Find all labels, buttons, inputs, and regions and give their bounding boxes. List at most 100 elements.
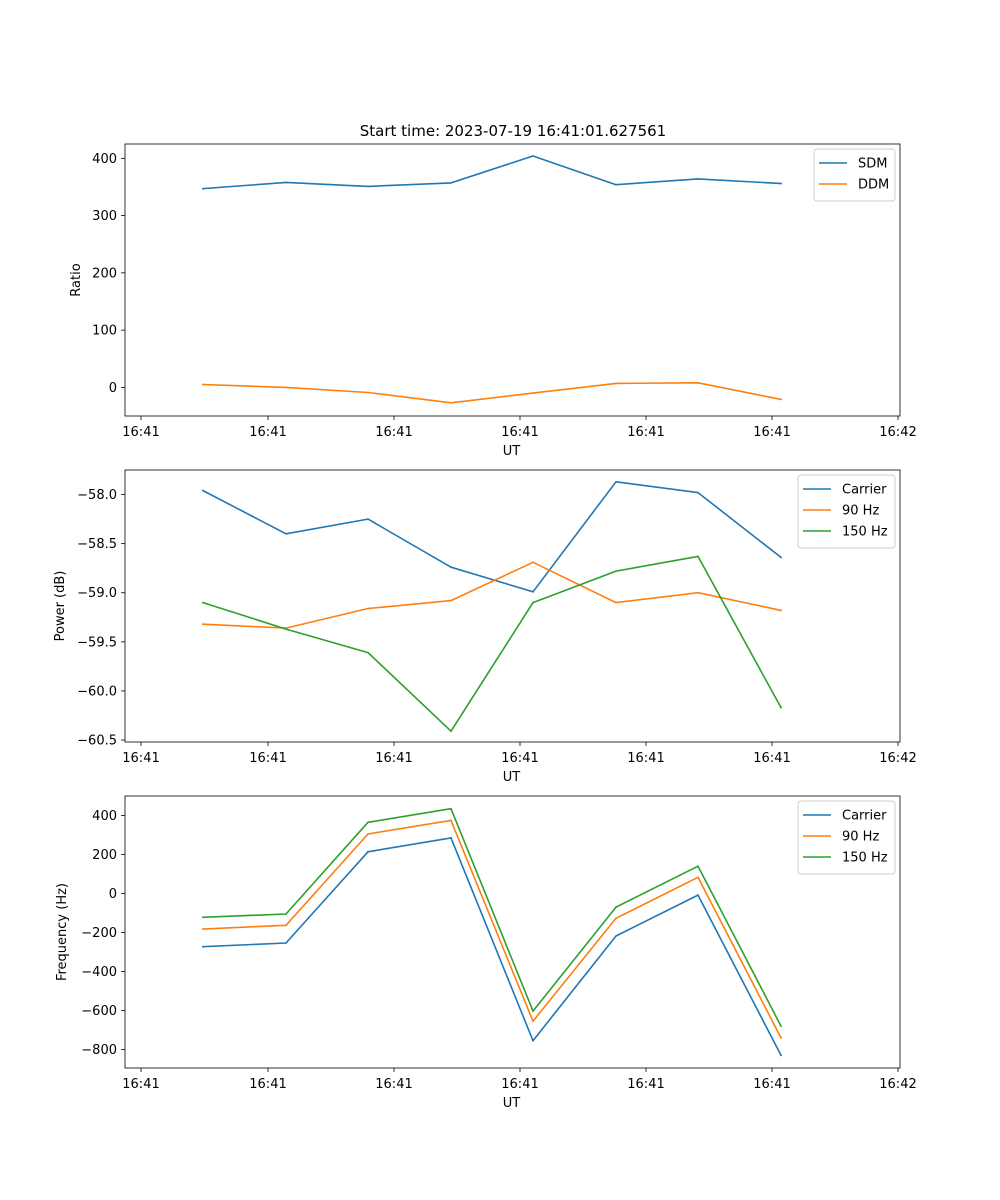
- legend-label: Carrier: [842, 809, 887, 824]
- y-tick-label: 200: [92, 266, 117, 281]
- data-point: [780, 182, 782, 185]
- data-point: [367, 518, 369, 520]
- data-point: [367, 185, 369, 188]
- data-point: [202, 383, 204, 386]
- data-point: [202, 623, 204, 626]
- data-point: [697, 865, 699, 868]
- y-tick-label: −58.5: [77, 537, 117, 552]
- data-point: [780, 609, 782, 612]
- x-tick-label: 16:41: [753, 1077, 790, 1092]
- data-point: [450, 401, 452, 404]
- data-point: [202, 916, 204, 919]
- data-point: [532, 1039, 534, 1042]
- chart-title: Start time: 2023-07-19 16:41:01.627561: [360, 122, 666, 140]
- data-point: [697, 491, 699, 494]
- y-tick-label: 100: [92, 324, 117, 339]
- y-axis-label: Ratio: [69, 263, 84, 296]
- y-axis-label: Frequency (Hz): [55, 883, 70, 981]
- axes-frame: [124, 795, 901, 1069]
- data-point: [615, 382, 617, 385]
- data-point: [615, 917, 617, 920]
- data-point: [285, 181, 287, 184]
- y-tick-label: −200: [81, 926, 117, 941]
- legend-label: DDM: [858, 178, 889, 193]
- y-tick-label: 400: [92, 809, 117, 824]
- y-tick-label: −400: [81, 965, 117, 980]
- legend: Carrier 90 Hz 150 Hz: [797, 800, 896, 875]
- x-tick-label: 16:41: [753, 751, 790, 766]
- data-point: [285, 924, 287, 927]
- data-point: [450, 807, 452, 810]
- legend-label: 150 Hz: [842, 851, 888, 866]
- y-tick-label: −600: [81, 1004, 117, 1019]
- data-point: [532, 155, 534, 157]
- x-axis-label: UT: [503, 1096, 521, 1111]
- y-tick-label: −58.0: [77, 488, 117, 503]
- legend: SDM DDM: [813, 148, 896, 202]
- y-tick-label: 200: [92, 848, 117, 863]
- y-tick-label: −60.0: [77, 684, 117, 699]
- legend-label: Carrier: [842, 483, 887, 498]
- data-point: [780, 398, 782, 401]
- data-point: [367, 833, 369, 835]
- y-axis-label: Power (dB): [53, 571, 68, 642]
- data-point: [285, 913, 287, 915]
- data-point: [285, 386, 287, 389]
- data-point: [367, 391, 369, 394]
- x-tick-label: 16:41: [501, 1077, 538, 1092]
- x-tick-label: 16:41: [249, 751, 286, 766]
- legend-label: 150 Hz: [842, 525, 888, 540]
- legend-box: [813, 148, 896, 202]
- data-point: [780, 1054, 782, 1057]
- x-tick-label: 16:41: [501, 425, 538, 440]
- x-tick-label: 16:41: [627, 425, 664, 440]
- data-point: [532, 561, 534, 564]
- data-point: [450, 182, 452, 184]
- data-point: [367, 651, 369, 654]
- x-tick-label: 16:42: [879, 1077, 916, 1092]
- data-point: [532, 590, 534, 593]
- y-tick-label: −60.5: [77, 734, 117, 749]
- data-point: [202, 945, 204, 948]
- legend-label: SDM: [858, 157, 887, 172]
- chart-panel-2: 16:41 16:41 16:41 16:41 16:41 16:41 16:42 −60.5…: [53, 469, 917, 785]
- data-point: [202, 601, 204, 604]
- legend: Carrier 90 Hz 150 Hz: [797, 474, 896, 549]
- legend-box: [797, 474, 896, 549]
- x-tick-label: 16:41: [249, 425, 286, 440]
- data-point: [532, 392, 534, 394]
- data-point: [367, 850, 369, 853]
- series-line-90-hz: [202, 819, 783, 1039]
- x-tick-label: 16:41: [375, 751, 412, 766]
- data-point: [697, 591, 699, 594]
- x-tick-label: 16:41: [375, 1077, 412, 1092]
- data-point: [202, 928, 204, 930]
- legend-box: [797, 800, 896, 875]
- data-point: [450, 819, 452, 822]
- data-point: [697, 178, 699, 180]
- y-tick-label: 0: [109, 887, 117, 902]
- data-point: [615, 570, 617, 572]
- x-tick-label: 16:41: [122, 1077, 159, 1092]
- x-axis-label: UT: [503, 444, 521, 459]
- x-tick-label: 16:41: [627, 751, 664, 766]
- data-point: [285, 628, 287, 630]
- x-tick-label: 16:41: [753, 425, 790, 440]
- legend-label: 90 Hz: [842, 830, 879, 845]
- x-tick-label: 16:41: [627, 1077, 664, 1092]
- y-tick-label: 400: [92, 152, 117, 167]
- x-tick-label: 16:41: [501, 751, 538, 766]
- x-tick-label: 16:42: [879, 751, 916, 766]
- data-point: [532, 601, 534, 604]
- data-point: [450, 837, 452, 839]
- y-tick-label: −59.0: [77, 586, 117, 601]
- y-tick-label: −59.5: [77, 635, 117, 650]
- x-tick-label: 16:42: [879, 425, 916, 440]
- chart-panel-3: 16:41 16:41 16:41 16:41 16:41 16:41 16:42 −800 −…: [55, 795, 917, 1111]
- data-point: [532, 1010, 534, 1012]
- data-point: [697, 876, 699, 879]
- data-point: [532, 1020, 534, 1023]
- chart-panel-1: 16:41 16:41 16:41 16:41 16:41 16:41 16:42 0 100 2…: [69, 143, 917, 459]
- axes-frame: [124, 469, 901, 743]
